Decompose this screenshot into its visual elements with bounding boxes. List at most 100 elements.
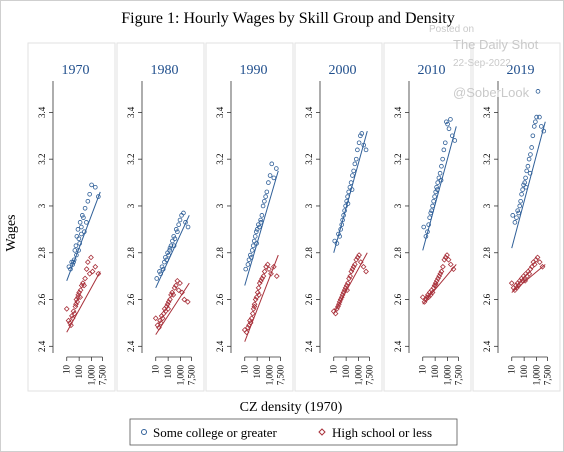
college-point — [345, 201, 351, 206]
college-point — [353, 156, 359, 162]
college-point — [436, 175, 442, 181]
college-point — [525, 163, 531, 169]
college-point — [338, 227, 343, 232]
y-tick-label: 2.6 — [37, 293, 47, 305]
college-point — [259, 213, 265, 218]
college-point — [516, 210, 521, 216]
college-point — [363, 147, 369, 153]
hs-point — [67, 320, 73, 326]
college-point — [71, 257, 77, 263]
college-point — [251, 238, 257, 244]
panel-label: 2019 — [507, 63, 535, 78]
college-point — [71, 259, 76, 265]
hs-point — [86, 270, 93, 277]
y-tick-label: 2.6 — [304, 293, 314, 305]
college-point — [437, 170, 443, 176]
x-tick-label: 100 — [430, 365, 440, 379]
x-tick-label: 7,500 — [97, 365, 107, 386]
hs-point — [344, 287, 351, 294]
college-point — [77, 241, 82, 246]
y-tick-label: 3 — [126, 203, 136, 208]
hs-point — [354, 254, 361, 261]
college-point — [176, 222, 181, 227]
y-tick-label: 3.2 — [482, 154, 492, 165]
college-point — [160, 266, 166, 272]
hs-point — [165, 306, 172, 312]
hs-point — [247, 320, 254, 326]
college-point — [159, 264, 165, 270]
college-point — [243, 266, 249, 272]
watermark-date: 22-Sep-2022 — [453, 58, 511, 69]
college-point — [439, 163, 444, 169]
hs-point — [260, 273, 267, 280]
college-point — [434, 184, 439, 190]
college-point — [526, 156, 532, 162]
college-point — [249, 248, 255, 253]
college-point — [168, 243, 174, 249]
college-point — [356, 140, 362, 146]
hs-point — [450, 266, 457, 272]
panel-1980: 1980 2.4 2.6 2.8 3 3.2 3.4 10 100 1,000 7,500 — [116, 42, 205, 392]
x-tick-label: 10 — [418, 365, 428, 375]
x-tick-label: 10 — [151, 365, 161, 375]
panel-border — [472, 42, 561, 392]
hs-point — [69, 313, 75, 319]
college-point — [529, 145, 534, 150]
hs-point — [76, 289, 83, 296]
x-tick-label: 1,000 — [443, 365, 453, 386]
x-tick-label: 100 — [519, 365, 529, 379]
college-point — [260, 203, 266, 209]
hs-point — [444, 252, 450, 258]
college-point — [531, 124, 537, 129]
college-point — [171, 243, 177, 249]
hs-point — [440, 263, 446, 270]
college-point — [528, 152, 533, 157]
hs-point — [254, 289, 261, 296]
y-tick-label: 2.4 — [482, 340, 492, 352]
hs-point — [531, 261, 538, 268]
college-point — [340, 217, 345, 223]
hs-point — [152, 315, 159, 322]
hs-point — [77, 294, 84, 301]
college-point — [262, 198, 267, 204]
hs-point — [527, 266, 534, 272]
hs-point — [184, 299, 191, 305]
college-point — [81, 215, 86, 220]
hs-point — [363, 268, 369, 275]
hs-point — [154, 322, 161, 329]
college-point — [344, 198, 349, 204]
hs-point — [351, 261, 358, 268]
college-point — [440, 156, 445, 162]
hs-point — [175, 287, 182, 294]
college-point — [76, 236, 82, 242]
x-tick-label: 100 — [252, 365, 262, 379]
college-point — [163, 255, 168, 260]
y-tick-label: 2.4 — [215, 340, 225, 352]
y-tick-label: 3 — [304, 203, 314, 208]
y-tick-label: 2.6 — [482, 293, 492, 305]
college-point — [432, 194, 437, 199]
hs-point — [80, 280, 86, 287]
legend-hs-label: High school or less — [332, 425, 432, 440]
college-point — [337, 234, 342, 239]
y-tick-label: 3.4 — [482, 106, 492, 118]
college-point — [435, 180, 440, 185]
hs-point — [263, 263, 269, 270]
y-tick-label: 2.8 — [482, 247, 492, 259]
panel-2010: 2010 2.4 2.6 2.8 3 3.2 3.4 10 100 1,000 7,500 — [383, 42, 472, 392]
college-point — [445, 121, 450, 127]
college-point — [171, 234, 177, 239]
college-point — [345, 194, 350, 199]
y-tick-label: 2.4 — [393, 340, 403, 352]
hs-point — [447, 261, 454, 268]
college-point — [264, 189, 270, 195]
hs-point — [243, 329, 250, 336]
hs-point — [68, 322, 74, 329]
y-tick-label: 3.2 — [37, 154, 47, 165]
y-tick-label: 3.2 — [215, 154, 225, 165]
hs-point — [95, 270, 102, 277]
x-tick-label: 100 — [341, 365, 351, 379]
x-tick-label: 1,000 — [87, 365, 97, 386]
panel-border — [27, 42, 116, 392]
panel-border — [116, 42, 205, 392]
